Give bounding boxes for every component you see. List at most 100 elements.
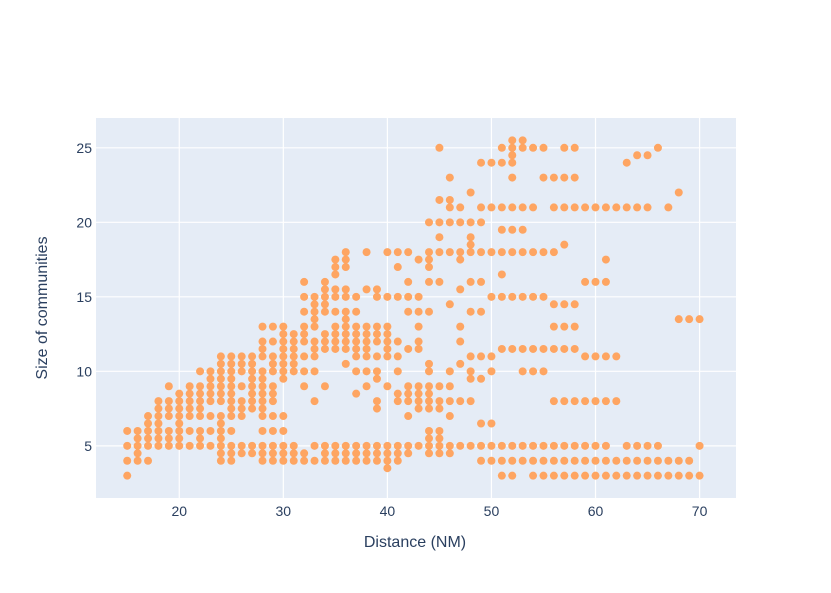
data-point xyxy=(216,434,225,443)
data-point xyxy=(497,471,506,480)
data-point xyxy=(289,449,298,458)
data-point xyxy=(560,322,569,331)
data-point xyxy=(435,404,444,413)
data-point xyxy=(164,382,173,391)
data-point xyxy=(539,143,548,152)
data-point xyxy=(633,471,642,480)
data-point xyxy=(362,330,371,339)
data-point xyxy=(206,389,215,398)
data-point xyxy=(414,441,423,450)
data-point xyxy=(549,300,558,309)
data-point xyxy=(268,426,277,435)
data-point xyxy=(445,449,454,458)
data-point xyxy=(393,263,402,272)
data-point xyxy=(404,397,413,406)
data-point xyxy=(601,203,610,212)
data-point xyxy=(601,277,610,286)
data-point xyxy=(570,300,579,309)
data-point xyxy=(477,218,486,227)
data-point xyxy=(279,449,288,458)
data-point xyxy=(612,471,621,480)
data-point xyxy=(133,441,142,450)
data-point xyxy=(518,143,527,152)
data-point xyxy=(508,471,517,480)
data-point xyxy=(248,374,257,383)
data-point xyxy=(581,441,590,450)
data-point xyxy=(393,456,402,465)
data-point xyxy=(633,203,642,212)
data-point xyxy=(362,441,371,450)
data-point xyxy=(477,203,486,212)
data-point xyxy=(352,337,361,346)
data-point xyxy=(144,419,153,428)
data-point xyxy=(310,367,319,376)
data-point xyxy=(258,426,267,435)
data-point xyxy=(258,374,267,383)
data-point xyxy=(560,441,569,450)
data-point xyxy=(279,337,288,346)
data-point xyxy=(227,359,236,368)
data-point xyxy=(352,307,361,316)
data-point xyxy=(487,158,496,167)
data-point xyxy=(352,352,361,361)
data-point xyxy=(425,449,434,458)
data-point xyxy=(497,143,506,152)
data-point xyxy=(320,337,329,346)
data-point xyxy=(591,471,600,480)
data-point xyxy=(248,382,257,391)
data-point xyxy=(518,441,527,450)
data-point xyxy=(414,292,423,301)
data-point xyxy=(435,397,444,406)
data-point xyxy=(279,359,288,368)
data-point xyxy=(289,359,298,368)
data-point xyxy=(331,441,340,450)
data-point xyxy=(279,344,288,353)
data-point xyxy=(466,240,475,249)
data-point xyxy=(445,382,454,391)
data-point xyxy=(425,426,434,435)
data-point xyxy=(570,471,579,480)
data-point xyxy=(185,389,194,398)
data-point xyxy=(248,352,257,361)
data-point xyxy=(633,151,642,160)
data-point xyxy=(383,322,392,331)
data-point xyxy=(695,441,704,450)
data-point xyxy=(591,397,600,406)
data-point xyxy=(425,382,434,391)
x-tick-label: 30 xyxy=(276,503,292,519)
data-point xyxy=(185,426,194,435)
data-point xyxy=(487,248,496,257)
data-point xyxy=(622,203,631,212)
data-point xyxy=(435,218,444,227)
data-point xyxy=(310,456,319,465)
data-point xyxy=(300,277,309,286)
data-point xyxy=(685,456,694,465)
data-point xyxy=(477,352,486,361)
data-point xyxy=(310,397,319,406)
data-point xyxy=(258,367,267,376)
data-point xyxy=(393,389,402,398)
data-point xyxy=(466,218,475,227)
x-tick-label: 20 xyxy=(171,503,187,519)
data-point xyxy=(164,397,173,406)
data-point xyxy=(539,248,548,257)
data-point xyxy=(653,143,662,152)
data-point xyxy=(300,322,309,331)
data-point xyxy=(549,248,558,257)
data-point xyxy=(372,367,381,376)
data-point xyxy=(383,330,392,339)
data-point xyxy=(383,352,392,361)
data-point xyxy=(456,218,465,227)
y-tick-label: 20 xyxy=(76,214,92,230)
data-point xyxy=(383,292,392,301)
data-point xyxy=(258,412,267,421)
data-point xyxy=(258,441,267,450)
data-point xyxy=(435,277,444,286)
data-point xyxy=(372,449,381,458)
data-point xyxy=(674,315,683,324)
data-point xyxy=(393,367,402,376)
data-point xyxy=(445,203,454,212)
data-point xyxy=(425,263,434,272)
data-point xyxy=(383,337,392,346)
data-point xyxy=(508,248,517,257)
